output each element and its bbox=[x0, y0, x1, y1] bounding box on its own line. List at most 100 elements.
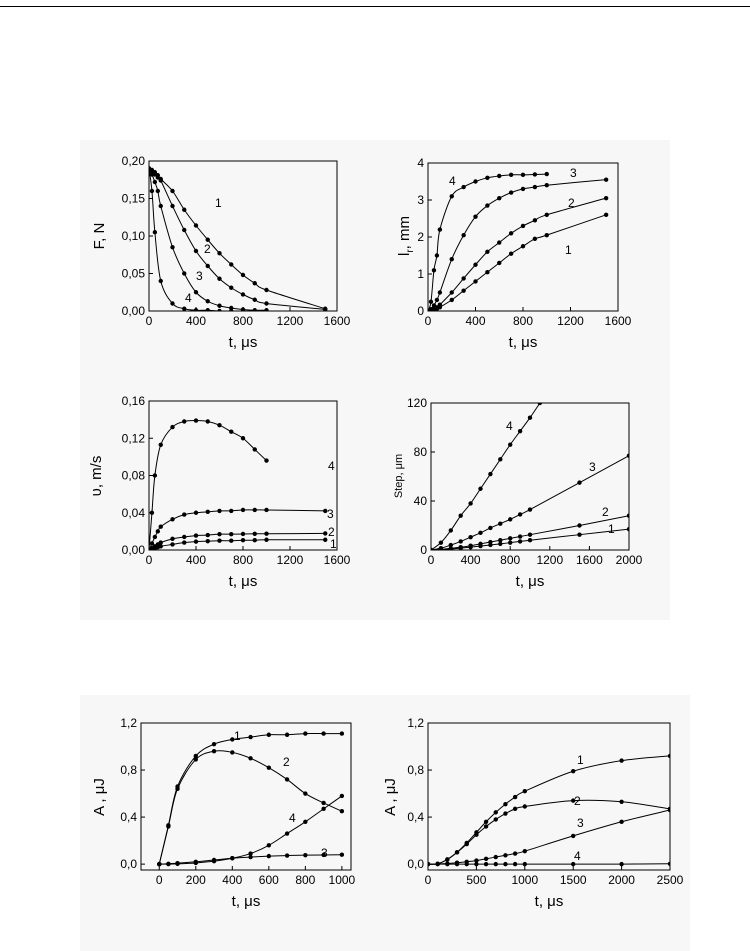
data-point-4 bbox=[229, 429, 234, 434]
plot-frame bbox=[430, 402, 630, 551]
data-point-1 bbox=[517, 539, 523, 544]
data-point-3 bbox=[461, 232, 466, 238]
data-point-3 bbox=[431, 303, 437, 308]
series-label-3: 3 bbox=[577, 816, 584, 830]
x-tick-label: 1200 bbox=[557, 314, 584, 328]
data-point-1 bbox=[527, 538, 533, 543]
data-point-1 bbox=[520, 244, 526, 249]
data-point-4 bbox=[252, 447, 257, 452]
data-point-4 bbox=[193, 418, 199, 423]
data-point-3 bbox=[619, 819, 624, 824]
data-point-1 bbox=[205, 237, 210, 242]
data-point-2 bbox=[170, 203, 175, 209]
series-group bbox=[428, 171, 609, 311]
x-tick-label: 2000 bbox=[608, 873, 635, 887]
data-point-3 bbox=[449, 257, 454, 262]
data-point-1 bbox=[230, 737, 235, 742]
data-point-4 bbox=[437, 227, 443, 232]
series-label-1: 1 bbox=[330, 537, 337, 551]
data-point-1 bbox=[544, 232, 549, 238]
x-tick-label: 400 bbox=[465, 314, 485, 328]
data-point-2 bbox=[211, 749, 217, 754]
x-axis-label: t, μs bbox=[535, 893, 564, 910]
data-point-3 bbox=[527, 507, 533, 512]
data-point-3 bbox=[152, 179, 158, 185]
data-point-1 bbox=[339, 731, 345, 736]
x-tick-label: 1600 bbox=[576, 553, 603, 567]
series-label-4: 4 bbox=[185, 291, 192, 305]
x-tick-label: 2000 bbox=[616, 553, 643, 567]
data-point-3 bbox=[437, 290, 443, 295]
x-tick-label: 400 bbox=[222, 873, 242, 887]
series-group bbox=[428, 753, 670, 867]
data-point-1 bbox=[193, 753, 198, 759]
series-label-3: 3 bbox=[589, 460, 596, 474]
data-point-4 bbox=[485, 175, 490, 180]
data-point-3 bbox=[512, 851, 518, 856]
y-tick-label: 0,8 bbox=[120, 763, 137, 777]
data-point-2 bbox=[166, 824, 171, 829]
data-point-1 bbox=[284, 732, 290, 737]
data-point-3 bbox=[321, 852, 326, 858]
data-point-2 bbox=[485, 249, 490, 254]
data-point-4 bbox=[240, 308, 246, 311]
data-point-4 bbox=[170, 424, 175, 430]
data-point-2 bbox=[252, 297, 257, 302]
data-point-2 bbox=[193, 248, 199, 254]
data-point-3 bbox=[532, 184, 538, 190]
data-point-1 bbox=[498, 541, 503, 547]
y-tick-label: 0,05 bbox=[122, 267, 146, 281]
data-point-3 bbox=[667, 807, 670, 813]
data-point-2 bbox=[193, 533, 199, 538]
data-point-2 bbox=[626, 513, 629, 518]
data-point-4 bbox=[193, 860, 198, 866]
data-point-3 bbox=[155, 529, 161, 534]
data-point-3 bbox=[339, 852, 345, 857]
data-point-2 bbox=[240, 292, 246, 297]
data-point-1 bbox=[522, 789, 527, 794]
data-point-3 bbox=[182, 271, 187, 276]
y-tick-label: 0,00 bbox=[122, 543, 146, 557]
data-point-1 bbox=[626, 526, 629, 532]
data-point-2 bbox=[229, 531, 234, 537]
data-point-4 bbox=[240, 436, 246, 441]
data-point-2 bbox=[527, 532, 533, 537]
data-point-3 bbox=[205, 299, 210, 304]
series-label-2: 2 bbox=[602, 505, 609, 519]
data-point-4 bbox=[544, 171, 549, 177]
data-point-2 bbox=[248, 756, 253, 761]
data-point-2 bbox=[498, 538, 503, 543]
y-axis-label: υ, m/s bbox=[88, 456, 105, 497]
series-label-4: 4 bbox=[574, 849, 581, 863]
x-tick-label: 800 bbox=[500, 553, 520, 567]
data-point-1 bbox=[170, 542, 175, 547]
data-point-3 bbox=[434, 297, 440, 303]
data-point-2 bbox=[464, 841, 469, 847]
data-point-1 bbox=[321, 731, 326, 736]
x-tick-label: 400 bbox=[186, 314, 206, 328]
y-tick-label: 0 bbox=[420, 543, 427, 557]
series-label-2: 2 bbox=[574, 794, 581, 808]
data-point-2 bbox=[339, 809, 345, 814]
series-label-2: 2 bbox=[283, 755, 290, 769]
data-point-2 bbox=[175, 786, 180, 792]
data-point-2 bbox=[520, 223, 526, 229]
data-point-2 bbox=[266, 765, 272, 770]
data-point-3 bbox=[571, 833, 576, 839]
y-tick-label: 0,00 bbox=[122, 304, 146, 318]
data-point-4 bbox=[193, 308, 199, 311]
data-point-1 bbox=[264, 287, 269, 293]
data-point-4 bbox=[158, 442, 163, 447]
data-point-1 bbox=[252, 538, 257, 543]
data-point-4 bbox=[205, 419, 210, 424]
data-point-2 bbox=[508, 536, 513, 541]
data-point-1 bbox=[211, 741, 217, 747]
y-tick-label: 0,20 bbox=[122, 154, 146, 168]
data-point-3 bbox=[248, 854, 253, 860]
data-point-4 bbox=[435, 861, 440, 867]
data-point-4 bbox=[434, 253, 440, 258]
series-label-1: 1 bbox=[215, 196, 222, 210]
data-point-1 bbox=[248, 734, 253, 740]
series-label-2: 2 bbox=[204, 242, 211, 256]
